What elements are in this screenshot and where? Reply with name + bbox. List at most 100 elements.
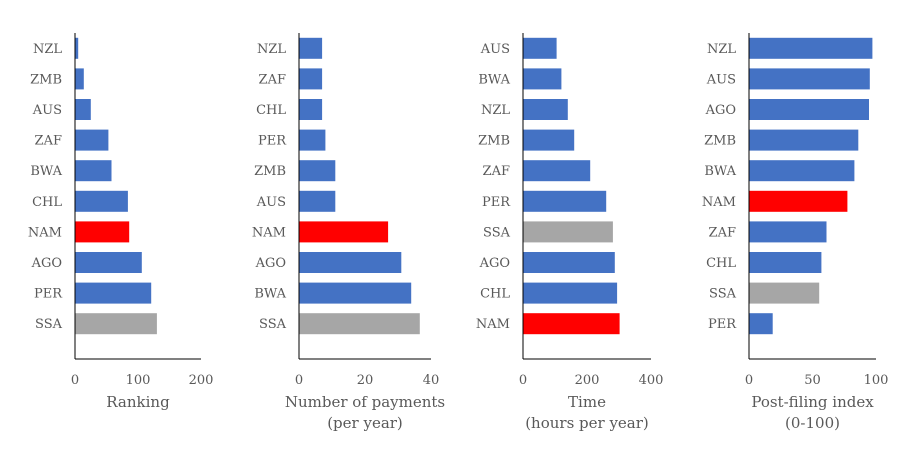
category-label: BWA <box>478 72 510 87</box>
category-label: NZL <box>257 42 286 57</box>
bar-bwa <box>749 160 855 182</box>
category-label: PER <box>708 317 737 332</box>
x-tick-label: 200 <box>189 373 214 388</box>
category-label: ZAF <box>709 225 736 240</box>
x-tick-label: 20 <box>357 373 374 388</box>
category-label: AUS <box>706 72 736 87</box>
bar-chl <box>75 190 128 212</box>
category-label: AGO <box>479 256 510 271</box>
category-label: ZMB <box>254 164 286 179</box>
category-label: SSA <box>35 317 63 332</box>
category-label: PER <box>258 134 287 149</box>
category-label: AGO <box>255 256 286 271</box>
x-axis-title: Time <box>568 393 606 411</box>
x-tick-label: 400 <box>639 373 664 388</box>
bar-per <box>523 190 607 212</box>
bar-nam <box>299 221 389 243</box>
bar-bwa <box>299 282 412 304</box>
bar-zmb <box>523 129 575 151</box>
bar-zaf <box>749 221 827 243</box>
category-label: CHL <box>32 195 62 210</box>
chart-panel-3: AUS BWA NZL ZMB ZAF PER SSA AGO CHL NAM 0 200 400 Tim… <box>476 33 663 432</box>
bar-nam <box>523 313 620 335</box>
bar-nzl <box>749 37 873 59</box>
x-axis-title: (per year) <box>327 414 403 432</box>
x-tick-label: 0 <box>295 373 303 388</box>
x-tick-label: 40 <box>423 373 440 388</box>
category-label: SSA <box>259 317 287 332</box>
bar-ssa <box>299 313 420 335</box>
bar-ago <box>299 252 402 273</box>
bar-aus <box>749 68 870 90</box>
x-axis-title: (hours per year) <box>525 414 649 432</box>
bar-chl <box>523 282 618 304</box>
bar-zmb <box>299 160 336 182</box>
bar-aus <box>75 99 91 120</box>
category-label: SSA <box>483 225 511 240</box>
category-label: AUS <box>480 42 510 57</box>
category-label: AUS <box>32 103 62 118</box>
x-tick-label: 0 <box>745 373 753 388</box>
bar-bwa <box>75 160 112 182</box>
category-label: ZMB <box>478 134 510 149</box>
bar-bwa <box>523 68 562 90</box>
category-label: ZAF <box>483 164 510 179</box>
bar-per <box>75 282 152 304</box>
x-tick-label: 200 <box>575 373 600 388</box>
category-label: AUS <box>256 195 286 210</box>
bar-ago <box>75 252 142 273</box>
category-label: BWA <box>704 164 736 179</box>
bar-ago <box>749 99 869 120</box>
x-axis-title: Ranking <box>106 393 170 411</box>
bar-ssa <box>749 282 820 304</box>
chart-panel-4: NZL AUS AGO ZMB BWA NAM ZAF CHL SSA PER 0 50 100 Post… <box>702 33 888 432</box>
x-tick-label: 0 <box>71 373 79 388</box>
category-label: BWA <box>254 287 286 302</box>
bar-aus <box>299 190 336 212</box>
x-axis-title: Number of payments <box>285 393 445 411</box>
category-label: NAM <box>28 225 62 240</box>
category-label: AGO <box>705 103 736 118</box>
bar-ago <box>523 252 615 273</box>
bar-nzl <box>299 37 323 59</box>
bar-zaf <box>299 68 323 90</box>
bar-ssa <box>523 221 613 243</box>
category-label: PER <box>34 287 63 302</box>
bar-nam <box>749 190 848 212</box>
x-axis-title: (0-100) <box>785 414 840 432</box>
category-label: PER <box>482 195 511 210</box>
bar-aus <box>523 37 557 59</box>
category-label: BWA <box>30 164 62 179</box>
category-label: NAM <box>252 225 286 240</box>
category-label: SSA <box>709 287 737 302</box>
bar-chl <box>749 252 822 273</box>
x-tick-label: 0 <box>519 373 527 388</box>
category-label: NZL <box>33 42 62 57</box>
category-label: ZMB <box>704 134 736 149</box>
bar-zaf <box>523 160 591 182</box>
category-label: ZAF <box>259 72 286 87</box>
bar-zaf <box>75 129 109 151</box>
x-tick-label: 100 <box>126 373 151 388</box>
category-label: ZMB <box>30 72 62 87</box>
bar-per <box>299 129 326 151</box>
category-label: NZL <box>707 42 736 57</box>
bar-chl <box>299 99 323 120</box>
category-label: NAM <box>702 195 736 210</box>
bar-nam <box>75 221 130 243</box>
category-label: ZAF <box>35 134 62 149</box>
category-label: AGO <box>31 256 62 271</box>
chart-panel-1: NZL ZMB AUS ZAF BWA CHL NAM AGO PER SSA 0 100 200 Ran… <box>28 33 213 411</box>
bar-zmb <box>75 68 84 90</box>
category-label: NAM <box>476 317 510 332</box>
x-tick-label: 100 <box>864 373 889 388</box>
category-label: CHL <box>480 287 510 302</box>
category-label: CHL <box>706 256 736 271</box>
bar-zmb <box>749 129 859 151</box>
bar-ssa <box>75 313 157 335</box>
category-label: CHL <box>256 103 286 118</box>
category-label: NZL <box>481 103 510 118</box>
bar-nzl <box>523 99 568 120</box>
x-axis-title: Post-filing index <box>751 393 874 411</box>
